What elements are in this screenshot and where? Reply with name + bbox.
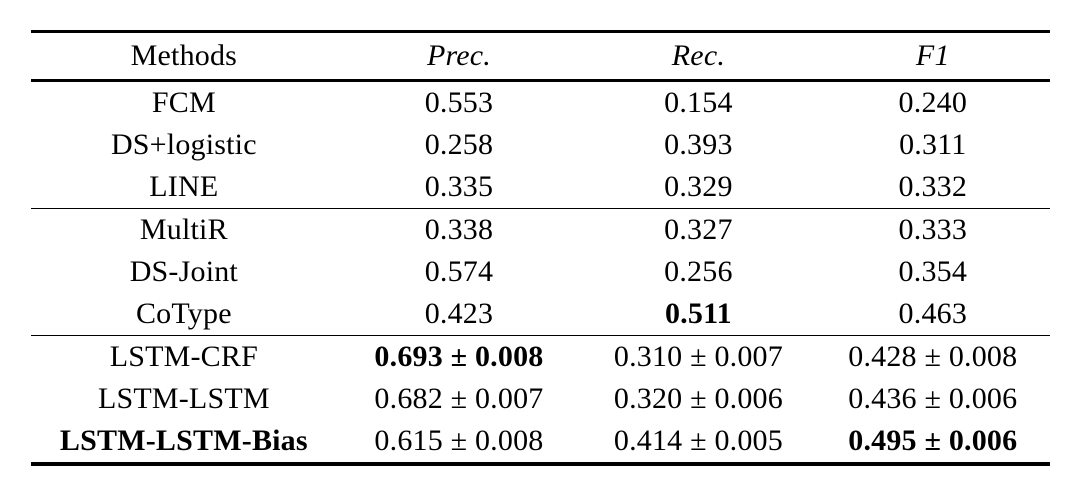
- method-cell: LSTM-LSTM: [97, 382, 270, 415]
- value-cell: 0.511: [664, 297, 732, 330]
- value-cell: 0.495 ± 0.006: [848, 424, 1018, 457]
- value-cell: 0.428 ± 0.008: [848, 340, 1018, 373]
- header-row: Methods Prec. Rec. F1: [31, 32, 1050, 81]
- results-table-container: Methods Prec. Rec. F1 FCM 0.553 0.154 0.240…: [31, 30, 1050, 466]
- table-row: FCM 0.553 0.154 0.240: [31, 81, 1050, 125]
- value-cell: 0.335: [424, 170, 494, 203]
- value-cell: 0.310 ± 0.007: [613, 340, 783, 373]
- value-cell: 0.333: [898, 213, 968, 246]
- table-row: DS+logistic 0.258 0.393 0.311: [31, 124, 1050, 166]
- value-cell: 0.311: [899, 128, 967, 161]
- table-row: LSTM-LSTM-Bias 0.615 ± 0.008 0.414 ± 0.005…: [31, 420, 1050, 464]
- value-cell: 0.240: [898, 86, 968, 119]
- value-cell: 0.256: [664, 255, 733, 288]
- value-cell: 0.436 ± 0.006: [848, 382, 1018, 415]
- method-cell: LSTM-CRF: [109, 340, 258, 373]
- method-cell: DS+logistic: [110, 128, 257, 161]
- value-cell: 0.320 ± 0.006: [613, 382, 783, 415]
- table-group-3: LSTM-CRF 0.693 ± 0.008 0.310 ± 0.007 0.428 …: [31, 335, 1050, 465]
- value-cell: 0.574: [424, 255, 494, 288]
- method-cell: CoType: [135, 297, 232, 330]
- column-header-recall: Rec.: [671, 39, 726, 72]
- value-cell: 0.615 ± 0.008: [374, 424, 544, 457]
- table-row: LSTM-LSTM 0.682 ± 0.007 0.320 ± 0.006 0.436…: [31, 378, 1050, 420]
- method-cell: LINE: [149, 170, 219, 203]
- value-cell: 0.682 ± 0.007: [374, 382, 544, 415]
- method-cell: MultiR: [139, 213, 228, 246]
- method-cell: DS-Joint: [129, 255, 238, 288]
- value-cell: 0.463: [898, 297, 968, 330]
- value-cell: 0.327: [664, 213, 733, 246]
- value-cell: 0.154: [664, 86, 733, 119]
- table-row: DS-Joint 0.574 0.256 0.354: [31, 251, 1050, 293]
- value-cell: 0.423: [424, 297, 494, 330]
- table-row: CoType 0.423 0.511 0.463: [31, 293, 1050, 336]
- column-header-precision: Prec.: [426, 39, 491, 72]
- value-cell: 0.354: [898, 255, 968, 288]
- column-header-methods: Methods: [130, 39, 238, 72]
- column-header-f1: F1: [915, 39, 950, 72]
- value-cell: 0.329: [664, 170, 733, 203]
- method-cell: LSTM-LSTM-Bias: [59, 424, 308, 457]
- table-row: LINE 0.335 0.329 0.332: [31, 166, 1050, 209]
- table-group-2: MultiR 0.338 0.327 0.333 DS-Joint 0.574 0.256 0…: [31, 208, 1050, 336]
- table-header: Methods Prec. Rec. F1: [31, 32, 1050, 81]
- value-cell: 0.258: [424, 128, 494, 161]
- method-cell: FCM: [151, 86, 216, 119]
- results-table: Methods Prec. Rec. F1 FCM 0.553 0.154 0.240…: [31, 30, 1050, 466]
- value-cell: 0.414 ± 0.005: [613, 424, 783, 457]
- value-cell: 0.393: [664, 128, 733, 161]
- value-cell: 0.693 ± 0.008: [374, 340, 544, 373]
- value-cell: 0.338: [424, 213, 494, 246]
- value-cell: 0.553: [424, 86, 494, 119]
- value-cell: 0.332: [898, 170, 968, 203]
- table-row: LSTM-CRF 0.693 ± 0.008 0.310 ± 0.007 0.428 …: [31, 336, 1050, 379]
- table-group-1: FCM 0.553 0.154 0.240 DS+logistic 0.258 0.393 0…: [31, 81, 1050, 209]
- table-row: MultiR 0.338 0.327 0.333: [31, 209, 1050, 252]
